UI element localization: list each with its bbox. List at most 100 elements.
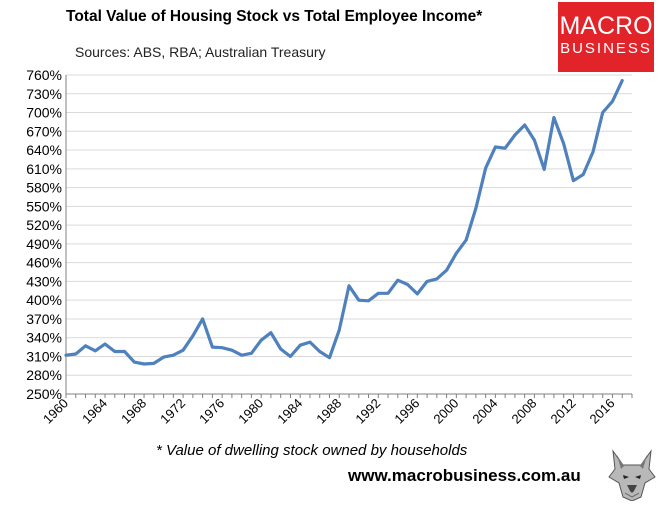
data-point — [162, 355, 165, 359]
y-tick-label: 310% — [26, 348, 62, 364]
x-tick-label: 2012 — [548, 396, 579, 427]
data-point — [367, 299, 370, 303]
data-point — [581, 173, 585, 176]
data-point — [435, 277, 439, 281]
y-tick-label: 460% — [26, 255, 62, 271]
x-tick-label: 1976 — [196, 396, 227, 427]
x-tick-label: 1984 — [274, 396, 305, 427]
x-tick-label: 2008 — [508, 396, 539, 427]
data-point — [93, 349, 97, 353]
data-point — [84, 344, 87, 348]
logo-line-2: BUSINESS — [560, 40, 652, 57]
data-point — [220, 346, 224, 350]
data-point — [298, 343, 302, 347]
y-tick-label: 550% — [26, 198, 62, 214]
data-point — [172, 353, 175, 357]
y-tick-label: 280% — [26, 367, 62, 383]
data-point — [445, 268, 448, 272]
data-point — [318, 350, 322, 353]
data-point — [513, 133, 517, 137]
x-tick-label: 2000 — [430, 396, 461, 427]
wolf-head-icon — [607, 447, 657, 501]
data-point — [572, 179, 575, 183]
data-point — [494, 145, 497, 149]
x-tick-label: 1972 — [157, 396, 188, 427]
data-point — [591, 150, 595, 154]
data-point — [533, 138, 536, 142]
data-point — [103, 342, 107, 346]
y-tick-label: 700% — [26, 105, 62, 121]
data-point — [455, 251, 458, 255]
data-point — [64, 353, 68, 357]
data-point — [191, 334, 195, 338]
data-point — [74, 352, 78, 356]
logo-line-1: MACRO — [559, 12, 653, 40]
x-tick-label: 1980 — [235, 396, 266, 427]
y-tick-label: 520% — [26, 217, 62, 233]
macrobusiness-logo[interactable]: MACRO BUSINESS — [558, 2, 654, 72]
data-point — [425, 280, 429, 283]
y-tick-label: 730% — [26, 86, 62, 102]
x-axis: 1960 1964 1968 1972 1976 1980 1984 1988 1992 1996… — [40, 393, 633, 427]
y-tick-label: 400% — [26, 292, 62, 308]
data-point — [552, 116, 556, 119]
data-point — [279, 347, 282, 351]
data-point — [386, 291, 390, 295]
y-tick-label: 370% — [26, 311, 62, 327]
x-tick-label: 2004 — [469, 396, 500, 427]
series-group — [64, 78, 624, 366]
data-point — [601, 111, 605, 114]
data-point — [376, 291, 380, 295]
data-point — [181, 348, 185, 352]
x-tick-label: 1988 — [313, 396, 344, 427]
data-point — [250, 352, 253, 355]
data-point — [464, 238, 468, 242]
data-point — [269, 331, 273, 335]
data-point — [328, 356, 331, 360]
data-point — [562, 142, 565, 146]
data-point — [201, 317, 204, 321]
data-point — [611, 99, 614, 103]
data-point — [113, 350, 117, 353]
data-point — [211, 345, 214, 349]
x-tick-label: 1968 — [118, 396, 149, 427]
data-point — [542, 168, 546, 171]
chart-subtitle: Sources: ABS, RBA; Australian Treasury — [75, 44, 326, 60]
data-point — [230, 348, 234, 352]
y-tick-label: 430% — [26, 273, 62, 289]
y-axis: 250% 280% 310% 340% 370% 400% 430% 460% 490% 520%… — [26, 67, 67, 402]
y-tick-label: 490% — [26, 236, 62, 252]
chart-title: Total Value of Housing Stock vs Total Em… — [66, 8, 483, 25]
y-tick-label: 760% — [26, 67, 62, 83]
data-point — [406, 283, 409, 286]
data-point — [308, 340, 312, 344]
website-link[interactable]: www.macrobusiness.com.au — [348, 466, 581, 485]
data-point — [123, 350, 126, 353]
data-point — [523, 123, 526, 127]
data-point — [289, 355, 292, 358]
data-point — [620, 79, 624, 82]
data-point — [142, 362, 146, 366]
data-point — [347, 284, 351, 288]
data-point — [259, 338, 263, 342]
x-tick-label: 1964 — [79, 396, 110, 427]
data-point — [240, 353, 243, 357]
y-tick-label: 340% — [26, 330, 62, 346]
y-tick-label: 580% — [26, 180, 62, 196]
data-point — [416, 292, 419, 296]
data-point — [484, 166, 487, 170]
data-point — [133, 360, 136, 364]
x-tick-label: 1996 — [391, 396, 422, 427]
footnote: * Value of dwelling stock owned by house… — [156, 442, 468, 459]
data-point — [357, 298, 361, 302]
x-tick-label: 2016 — [587, 396, 618, 427]
y-tick-label: 640% — [26, 142, 62, 158]
data-point — [337, 328, 341, 332]
data-point — [474, 206, 478, 210]
y-tick-label: 250% — [26, 386, 62, 402]
y-tick-label: 670% — [26, 123, 62, 139]
x-tick-label: 1992 — [352, 396, 383, 427]
data-point — [152, 362, 156, 365]
data-point — [503, 146, 507, 150]
